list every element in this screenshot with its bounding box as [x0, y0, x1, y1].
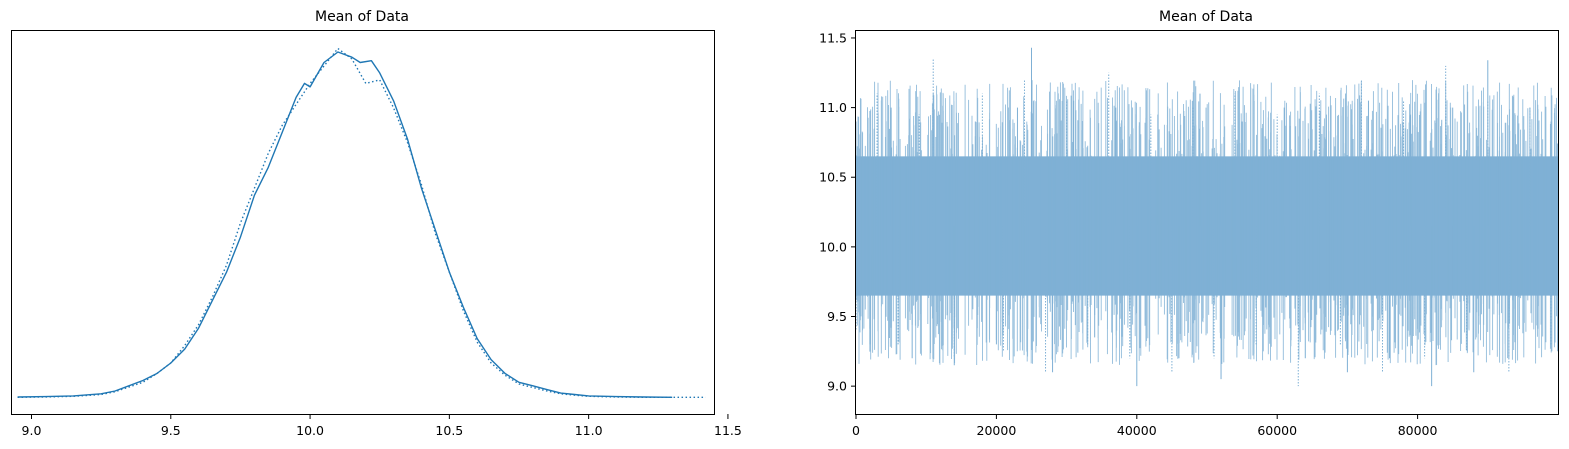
density-x-tick-label: 11.5 [714, 423, 742, 438]
trace-y-tick-label: 9.5 [827, 309, 847, 324]
density-x-tick-label: 10.0 [296, 423, 324, 438]
density-x-tick-label: 11.0 [575, 423, 603, 438]
trace-y-axis: 9.0 9.5 10.0 10.5 11.0 11.5 [819, 30, 856, 394]
density-axes-frame [11, 30, 715, 415]
trace-x-tick-label: 0 [852, 423, 860, 438]
trace-x-axis: 0 20000 40000 60000 80000 [852, 414, 1438, 438]
trace-y-tick-label: 11.0 [819, 100, 847, 115]
density-panel: Mean of Data 9.0 9.5 10.0 10.5 11.0 11.5 [11, 9, 742, 438]
trace-noise [856, 80, 1558, 366]
trace-y-tick-label: 9.0 [827, 379, 847, 394]
density-line-chain-0 [17, 51, 673, 398]
density-x-tick-label: 9.5 [161, 423, 181, 438]
trace-x-tick-label: 80000 [1398, 423, 1438, 438]
trace-y-tick-label: 10.0 [819, 239, 847, 254]
density-x-tick-label: 10.5 [435, 423, 463, 438]
density-line-chain-1 [17, 47, 706, 398]
trace-y-tick-label: 11.5 [819, 30, 847, 45]
density-title: Mean of Data [315, 9, 409, 25]
density-x-tick-label: 9.0 [22, 423, 42, 438]
trace-panel: Mean of Data 0 20000 40000 60000 80000 9.09.… [819, 9, 1559, 438]
trace-x-tick-label: 20000 [977, 423, 1017, 438]
trace-y-tick-label: 10.5 [819, 170, 847, 185]
density-x-axis: 9.0 9.5 10.0 10.5 11.0 11.5 [22, 414, 742, 438]
trace-x-tick-label: 40000 [1117, 423, 1157, 438]
trace-axes-frame [855, 30, 1559, 415]
trace-title: Mean of Data [1159, 9, 1253, 25]
trace-x-tick-label: 60000 [1257, 423, 1297, 438]
